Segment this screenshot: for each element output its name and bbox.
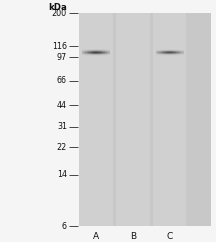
Text: A: A <box>93 232 99 241</box>
Bar <box>153 13 186 226</box>
Text: 6: 6 <box>62 222 67 231</box>
Text: 200: 200 <box>52 9 67 18</box>
Text: kDa: kDa <box>48 3 67 12</box>
Text: 22: 22 <box>57 143 67 152</box>
Bar <box>116 13 149 226</box>
Text: 66: 66 <box>57 76 67 85</box>
Text: 31: 31 <box>57 122 67 131</box>
Text: B: B <box>130 232 136 241</box>
Text: 44: 44 <box>57 101 67 110</box>
Text: C: C <box>167 232 173 241</box>
Bar <box>79 13 113 226</box>
Text: 116: 116 <box>52 42 67 51</box>
Bar <box>79 13 211 226</box>
Text: 97: 97 <box>57 53 67 62</box>
Text: 14: 14 <box>57 170 67 179</box>
